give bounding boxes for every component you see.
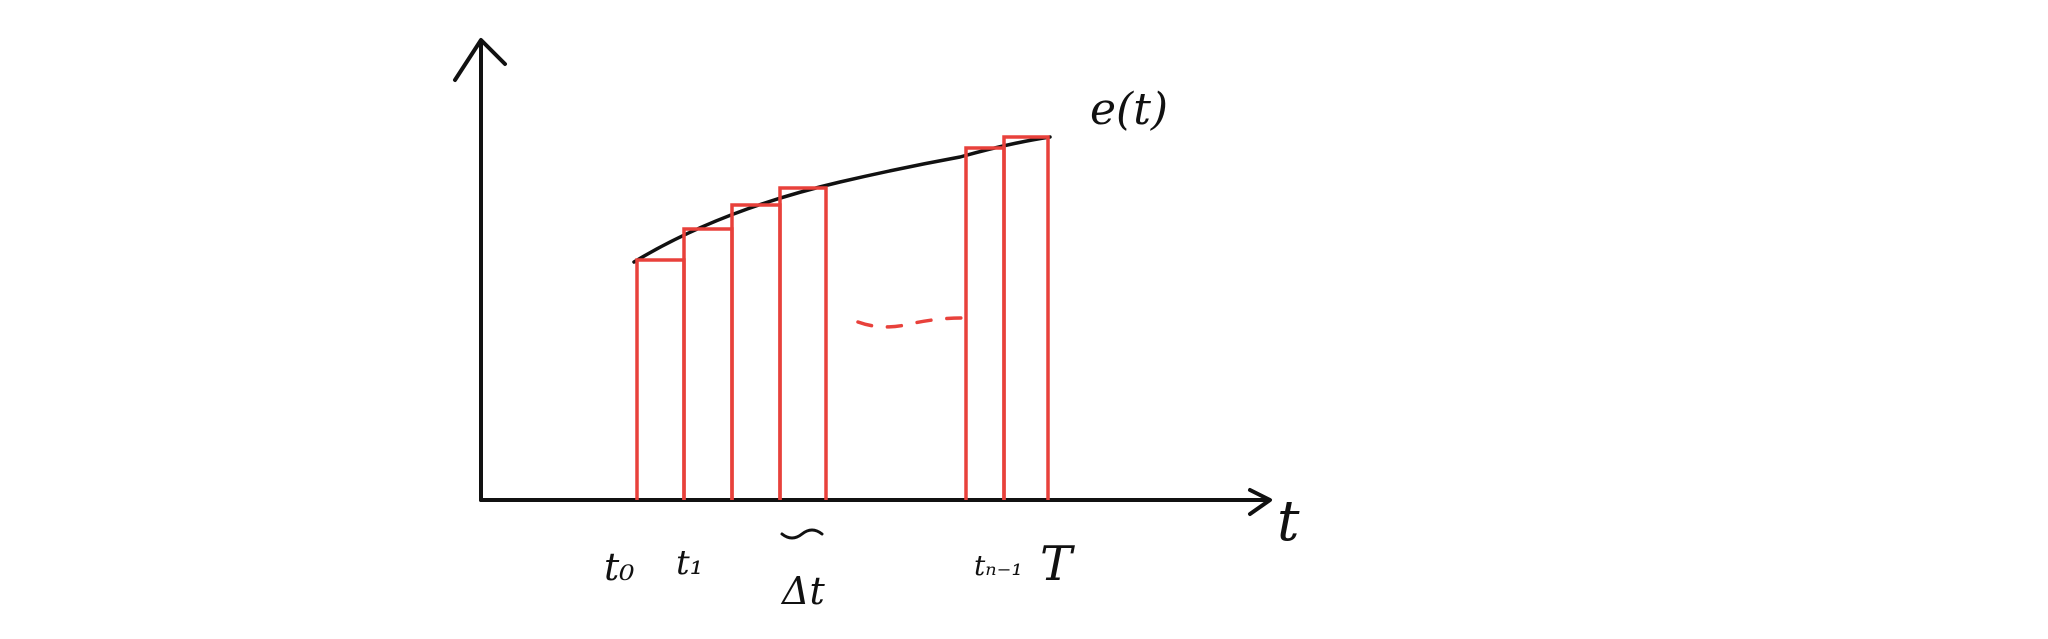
x-axis-arrow-icon <box>1248 488 1272 516</box>
rectangle-n <box>1002 135 1050 500</box>
rectangle-2 <box>682 227 734 500</box>
curve-e-of-t <box>632 135 1052 264</box>
tick-label-tn-minus-1: tₙ₋₁ <box>974 549 1023 582</box>
delta-t-label: Δt <box>780 569 825 613</box>
riemann-rectangles <box>635 135 1050 500</box>
ellipsis-dashes <box>856 316 964 329</box>
curve-label: e(t) <box>1090 84 1168 135</box>
tick-label-t1: t₁ <box>676 543 703 583</box>
x-axis-label: t <box>1277 489 1300 554</box>
tick-label-t0: t₀ <box>604 545 635 589</box>
delta-brace-icon <box>780 528 824 540</box>
rectangle-n-minus-1 <box>964 146 1006 500</box>
tick-label-T: T <box>1040 536 1075 592</box>
rectangle-4 <box>778 186 828 500</box>
rectangle-1 <box>635 258 686 500</box>
y-axis-arrow-icon <box>453 38 507 82</box>
rectangle-3 <box>730 203 782 500</box>
